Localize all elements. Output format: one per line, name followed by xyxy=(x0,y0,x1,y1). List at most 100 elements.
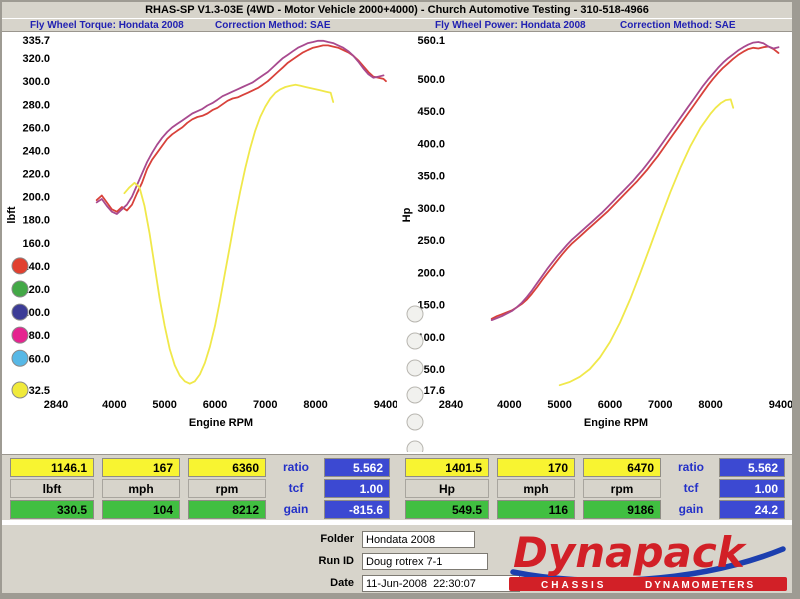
unit-cell: mph xyxy=(497,479,575,498)
logo-wordmark: Dynapack xyxy=(513,528,748,577)
unit-cell: rpm xyxy=(583,479,661,498)
legend-run-circle[interactable] xyxy=(11,326,29,344)
ratio-value-cell: 5.562 xyxy=(324,458,390,477)
legend-empty-circle[interactable] xyxy=(406,359,424,377)
logo-tagline-bar xyxy=(509,577,787,591)
footer-bar: Folder Run ID Date Dynapack CHASSIS DYNA… xyxy=(2,524,792,593)
y-tick-label: 335.7 xyxy=(22,35,50,47)
torque-panel-title: Fly Wheel Torque: Hondata 2008 xyxy=(30,20,184,31)
x-tick-label: 2840 xyxy=(44,399,68,411)
y-tick-label: 400.0 xyxy=(417,138,445,150)
power-panel-title: Fly Wheel Power: Hondata 2008 xyxy=(435,20,586,31)
legend-run-circle[interactable] xyxy=(11,257,29,275)
y-tick-label: 150.0 xyxy=(417,300,445,312)
series-torque-run-yellow xyxy=(123,83,335,385)
y-tick-label: 350.0 xyxy=(417,171,445,183)
y-tick-label: 120.0 xyxy=(22,284,50,296)
value-cell: 116 xyxy=(497,500,575,519)
gain-label: gain xyxy=(678,502,704,516)
value-cell: 330.5 xyxy=(10,500,94,519)
y-tick-label: 100.0 xyxy=(417,332,445,344)
app-content: RHAS-SP V1.3-03E (4WD - Motor Vehicle 20… xyxy=(2,2,792,593)
y-tick-label: 160.0 xyxy=(22,238,50,250)
value-cell: 8212 xyxy=(188,500,266,519)
y-tick-label: 200.0 xyxy=(22,192,50,204)
legend-empty-circle[interactable] xyxy=(406,440,424,452)
tcf-label: tcf xyxy=(288,481,304,495)
x-axis-label: Engine RPM xyxy=(189,417,253,429)
logo-tagline-chassis: CHASSIS xyxy=(541,580,606,591)
legend-empty-circle[interactable] xyxy=(406,305,424,323)
torque-chart: 335.7 320.0 300.0 280.0 260.0 240.0 220.0 200.0… xyxy=(2,32,397,452)
y-tick-label: 250.0 xyxy=(417,235,445,247)
x-tick-label: 4000 xyxy=(497,399,521,411)
legend-empty-circle[interactable] xyxy=(406,413,424,431)
window-title: RHAS-SP V1.3-03E (4WD - Motor Vehicle 20… xyxy=(2,2,792,18)
x-tick-label: 6000 xyxy=(203,399,227,411)
y-tick-label: 50.0 xyxy=(424,364,445,376)
x-tick-label: 4000 xyxy=(102,399,126,411)
x-tick-label: 2840 xyxy=(439,399,463,411)
power-measurement-table: 1401.5 170 6470 ratio 5.562 Hp mph rpm tcf 1.00 54… xyxy=(397,455,792,521)
series-power-run-yellow xyxy=(558,98,735,387)
value-cell: 167 xyxy=(102,458,180,477)
run-id-field[interactable] xyxy=(362,553,488,570)
series-torque-run-red xyxy=(95,44,387,213)
legend-run-circle[interactable] xyxy=(11,349,29,367)
value-cell: 6360 xyxy=(188,458,266,477)
x-tick-label: 7000 xyxy=(648,399,672,411)
measurement-tables: 1146.1 167 6360 ratio 5.562 lbft mph rpm tcf 1.00… xyxy=(2,454,792,520)
ratio-label: ratio xyxy=(282,460,309,474)
logo-tagline-dynamometers: DYNAMOMETERS xyxy=(645,580,755,591)
legend-empty-circle[interactable] xyxy=(406,386,424,404)
torque-measurement-table: 1146.1 167 6360 ratio 5.562 lbft mph rpm tcf 1.00… xyxy=(2,455,397,521)
tcf-value-cell: 1.00 xyxy=(719,479,785,498)
value-cell: 9186 xyxy=(583,500,661,519)
y-tick-label: 280.0 xyxy=(22,99,50,111)
torque-correction-label: Correction Method: SAE xyxy=(215,20,331,31)
y-tick-label: 320.0 xyxy=(22,53,50,65)
value-cell: 104 xyxy=(102,500,180,519)
x-tick-label: 9400 xyxy=(374,399,397,411)
x-tick-label: 7000 xyxy=(253,399,277,411)
series-power-run-magenta xyxy=(490,41,780,322)
y-tick-label: 80.0 xyxy=(29,330,50,342)
unit-cell: mph xyxy=(102,479,180,498)
folder-field[interactable] xyxy=(362,531,475,548)
legend-empty-circle[interactable] xyxy=(406,332,424,350)
y-tick-label: 450.0 xyxy=(417,106,445,118)
y-tick-label: 60.0 xyxy=(29,353,50,365)
run-id-label: Run ID xyxy=(318,555,354,567)
y-tick-label: 32.5 xyxy=(29,385,50,397)
legend-run-circle[interactable] xyxy=(11,280,29,298)
y-tick-label: 260.0 xyxy=(22,122,50,134)
tcf-label: tcf xyxy=(683,481,699,495)
power-correction-label: Correction Method: SAE xyxy=(620,20,736,31)
y-tick-label: 100.0 xyxy=(22,307,50,319)
y-tick-label: 500.0 xyxy=(417,74,445,86)
y-axis-label: lbft xyxy=(6,206,18,223)
legend-run-circle[interactable] xyxy=(11,381,29,399)
y-tick-label: 180.0 xyxy=(22,215,50,227)
y-tick-label: 300.0 xyxy=(417,203,445,215)
x-tick-label: 9400 xyxy=(769,399,792,411)
gain-value-cell: 24.2 xyxy=(719,500,785,519)
y-tick-label: 140.0 xyxy=(22,261,50,273)
series-torque-run-magenta xyxy=(95,39,385,215)
value-cell: 6470 xyxy=(583,458,661,477)
series-power-run-red xyxy=(490,45,780,320)
ratio-label: ratio xyxy=(677,460,704,474)
y-tick-label: 17.6 xyxy=(424,385,445,397)
tcf-value-cell: 1.00 xyxy=(324,479,390,498)
value-cell: 170 xyxy=(497,458,575,477)
x-axis-label: Engine RPM xyxy=(584,417,648,429)
y-tick-label: 220.0 xyxy=(22,169,50,181)
x-tick-label: 8000 xyxy=(698,399,722,411)
legend-run-circle[interactable] xyxy=(11,303,29,321)
dynapack-logo: Dynapack CHASSIS DYNAMOMETERS xyxy=(509,528,787,591)
date-field[interactable] xyxy=(362,575,520,592)
date-label: Date xyxy=(330,577,354,589)
unit-cell: Hp xyxy=(405,479,489,498)
value-cell: 1146.1 xyxy=(10,458,94,477)
